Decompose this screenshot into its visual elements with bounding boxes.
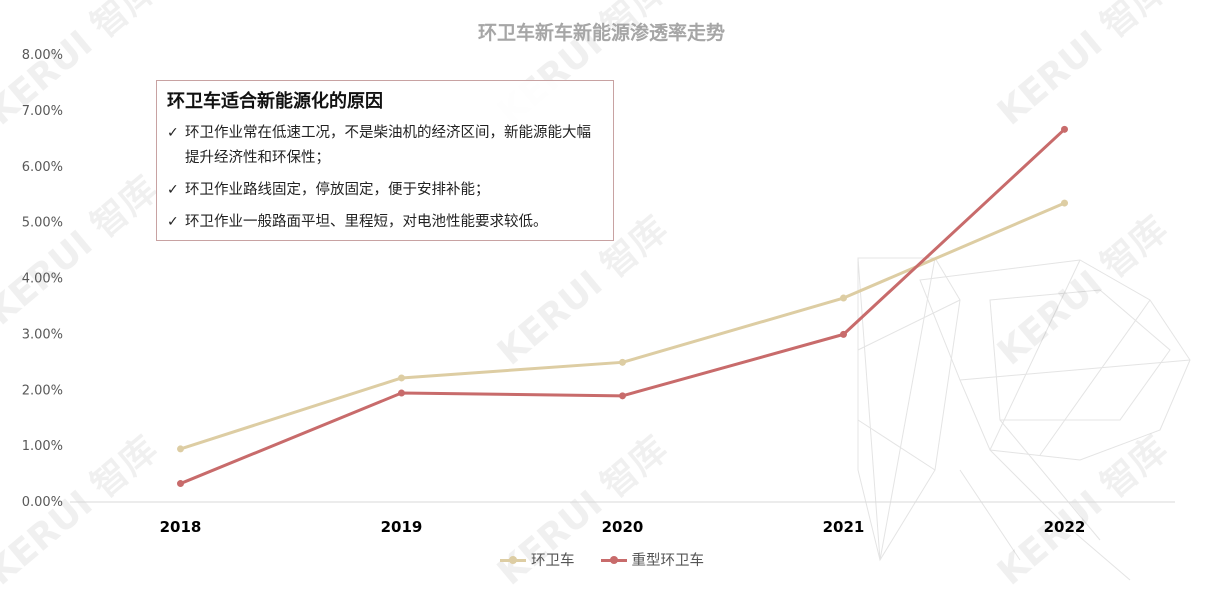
callout-item: ✓ 环卫作业常在低速工况，不是柴油机的经济区间，新能源能大幅提升经济性和环保性； [167, 121, 601, 171]
callout-list: ✓ 环卫作业常在低速工况，不是柴油机的经济区间，新能源能大幅提升经济性和环保性；… [167, 121, 601, 235]
series-layer [177, 125, 1068, 488]
data-point-series-1 [619, 392, 626, 400]
legend-entry-series-0[interactable]: 环卫车 [500, 549, 575, 570]
callout-item: ✓ 环卫作业路线固定，停放固定，便于安排补能； [167, 178, 601, 203]
callout-item: ✓ 环卫作业一般路面平坦、里程短，对电池性能要求较低。 [167, 210, 601, 235]
legend-entry-series-1[interactable]: 重型环卫车 [600, 549, 705, 570]
y-tick-label: 4.00% [22, 272, 63, 287]
x-tick-label: 2021 [823, 518, 865, 536]
legend-swatch-dot-0 [509, 555, 517, 564]
y-tick-label: 6.00% [22, 160, 63, 175]
x-tick-label: 2020 [602, 518, 644, 536]
callout-item-text: 环卫作业一般路面平坦、里程短，对电池性能要求较低。 [185, 214, 548, 230]
y-tick-label: 5.00% [22, 216, 63, 231]
data-point-series-1 [1061, 125, 1068, 133]
data-point-series-0 [619, 358, 626, 366]
data-point-series-0 [398, 374, 405, 382]
checkmark-icon: ✓ [167, 182, 179, 198]
data-point-series-1 [840, 330, 847, 338]
data-point-series-1 [398, 389, 405, 397]
data-point-series-0 [1061, 199, 1068, 207]
y-tick-label: 1.00% [22, 439, 63, 454]
callout-item-text: 环卫作业常在低速工况，不是柴油机的经济区间，新能源能大幅提升经济性和环保性； [185, 125, 591, 166]
x-tick-label: 2019 [381, 518, 423, 536]
callout-title: 环卫车适合新能源化的原因 [167, 91, 383, 112]
checkmark-icon: ✓ [167, 125, 179, 141]
watermark-text: KERUI 智库 [990, 209, 1175, 374]
chart-legend: 环卫车 重型环卫车 [500, 549, 730, 570]
legend-line-marker-icon [500, 553, 526, 567]
checkmark-icon: ✓ [167, 214, 179, 230]
reasons-callout-box: 环卫车适合新能源化的原因 ✓ 环卫作业常在低速工况，不是柴油机的经济区间，新能源… [156, 80, 614, 241]
data-point-series-0 [840, 294, 847, 302]
x-tick-label: 2018 [160, 518, 202, 536]
background-logo-decoration [857, 257, 1191, 581]
y-tick-label: 3.00% [22, 327, 63, 342]
legend-swatch-dot-1 [609, 555, 618, 564]
callout-item-text: 环卫作业路线固定，停放固定，便于安排补能； [185, 182, 490, 198]
data-point-series-1 [177, 480, 184, 488]
legend-label: 环卫车 [531, 553, 575, 569]
axis-layer: 0.00% 1.00% 2.00% 3.00% 4.00% 5.00% 6.00% 7.00%… [22, 48, 1175, 536]
y-tick-label: 2.00% [22, 383, 63, 398]
legend-line-marker-icon [600, 553, 627, 567]
chart-title: 环卫车新车新能源渗透率走势 [477, 22, 725, 44]
y-tick-label: 0.00% [22, 495, 63, 510]
y-tick-label: 7.00% [22, 104, 63, 119]
legend-label: 重型环卫车 [631, 553, 705, 569]
y-tick-label: 8.00% [22, 48, 63, 63]
data-point-series-0 [177, 445, 184, 453]
watermark-text: KERUI 智库 [0, 169, 165, 334]
x-tick-label: 2022 [1044, 518, 1086, 536]
